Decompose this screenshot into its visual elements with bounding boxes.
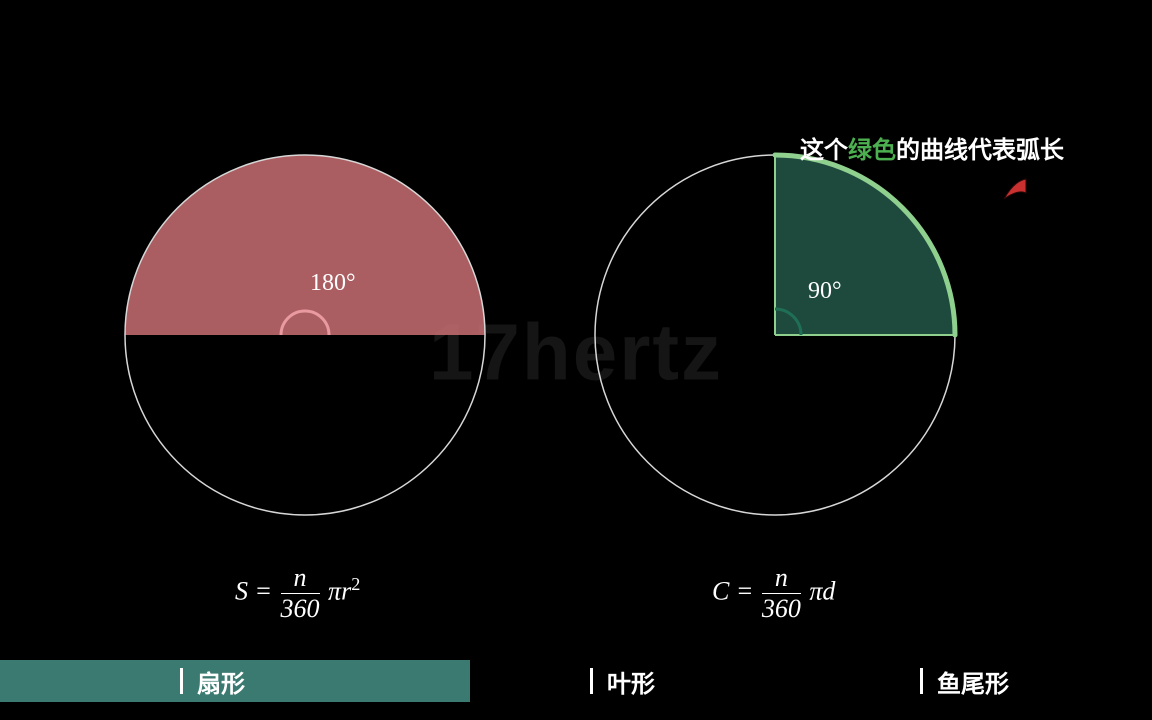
tab-label: 叶形 bbox=[607, 664, 655, 699]
annotation-prefix: 这个 bbox=[800, 137, 848, 164]
right-formula-tail: πd bbox=[809, 576, 835, 605]
tab-leaf[interactable]: 叶形 bbox=[470, 660, 800, 702]
left-angle-label: 180° bbox=[310, 270, 356, 297]
tab-fishtail[interactable]: 鱼尾形 bbox=[800, 660, 1152, 702]
left-formula-denominator: 360 bbox=[281, 594, 320, 622]
left-formula-lhs: S bbox=[235, 576, 248, 605]
tab-label: 鱼尾形 bbox=[937, 664, 1009, 699]
left-formula-tail: πr bbox=[328, 576, 351, 605]
left-formula-sup: 2 bbox=[351, 574, 360, 594]
left-sector-fill bbox=[125, 155, 485, 335]
left-formula-numerator: n bbox=[281, 565, 320, 594]
annotation-suffix: 的曲线代表弧长 bbox=[896, 137, 1064, 164]
tab-bar: 扇形 叶形 鱼尾形 bbox=[0, 660, 1152, 702]
right-sector-fill bbox=[775, 155, 955, 335]
tab-divider-icon bbox=[590, 668, 593, 694]
stage: 17hertz 180° 90° 这个绿色的曲线代表弧长 S = n bbox=[0, 0, 1152, 720]
equals-sign: = bbox=[736, 576, 760, 605]
right-formula-denominator: 360 bbox=[762, 594, 801, 622]
right-sector-diagram bbox=[575, 135, 975, 535]
tab-label: 扇形 bbox=[197, 664, 245, 699]
left-sector-diagram bbox=[105, 135, 505, 535]
tab-divider-icon bbox=[180, 668, 183, 694]
tab-divider-icon bbox=[920, 668, 923, 694]
right-formula-numerator: n bbox=[762, 565, 801, 594]
right-formula-fraction: n 360 bbox=[762, 565, 801, 622]
tab-sector[interactable]: 扇形 bbox=[0, 660, 470, 702]
right-formula: C = n 360 πd bbox=[712, 565, 835, 622]
right-angle-label: 90° bbox=[808, 278, 842, 305]
page-curl-icon bbox=[1000, 175, 1030, 205]
left-formula: S = n 360 πr2 bbox=[235, 565, 360, 622]
left-formula-fraction: n 360 bbox=[281, 565, 320, 622]
right-formula-lhs: C bbox=[712, 576, 729, 605]
equals-sign: = bbox=[255, 576, 279, 605]
annotation-highlight: 绿色 bbox=[848, 137, 896, 164]
annotation-text: 这个绿色的曲线代表弧长 bbox=[800, 130, 1064, 165]
